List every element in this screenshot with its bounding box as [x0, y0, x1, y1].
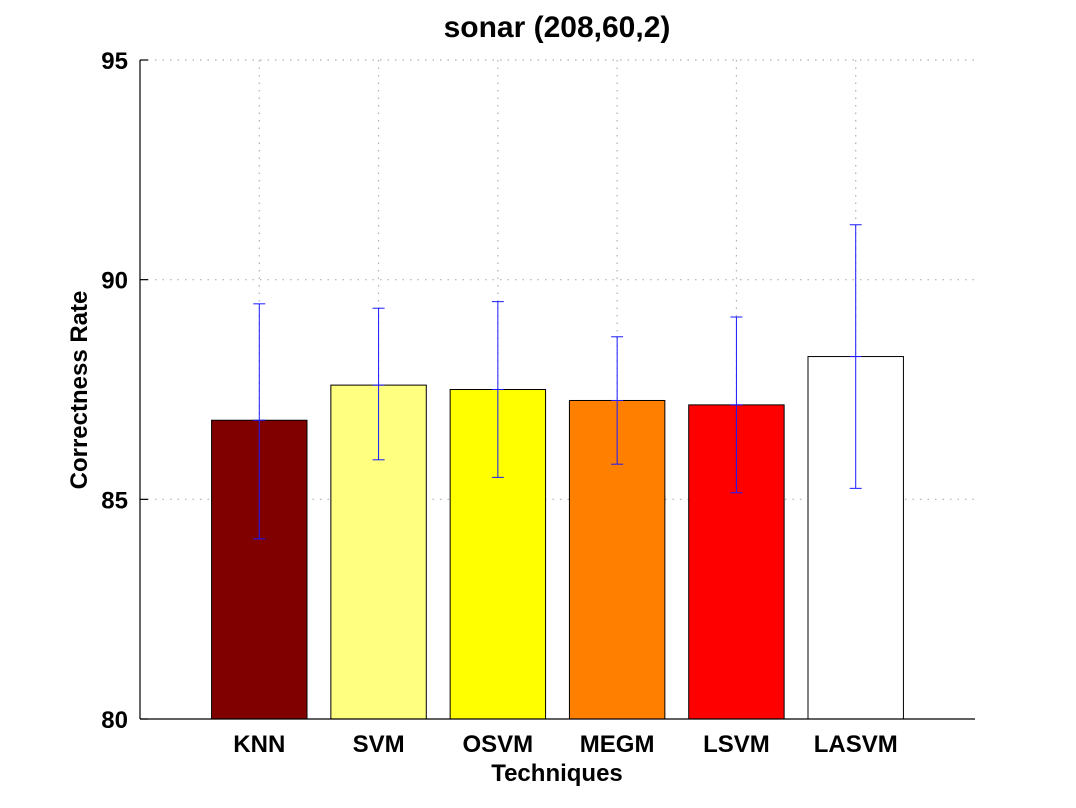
error-bar-svm	[372, 307, 385, 461]
x-axis-label: Techniques	[491, 760, 623, 787]
error-bar-megm	[611, 336, 624, 465]
y-tick-label: 95	[101, 48, 128, 75]
y-tick-labels: 80 85 90 95	[101, 48, 128, 734]
error-bar-osvm	[491, 301, 504, 478]
chart-title: sonar (208,60,2)	[444, 11, 671, 44]
x-tick-label-lsvm: LSVM	[703, 731, 770, 758]
bars	[211, 356, 904, 720]
x-tick-label-megm: MEGM	[580, 731, 655, 758]
y-axis-label: Correctness Rate	[66, 291, 93, 490]
error-bar-lasvm	[849, 224, 862, 489]
y-tick-label: 85	[101, 487, 128, 514]
error-bars	[253, 224, 862, 540]
y-tick-label: 90	[101, 268, 128, 295]
x-tick-label-osvm: OSVM	[463, 731, 534, 758]
error-bar-knn	[253, 303, 266, 540]
x-tick-label-svm: SVM	[353, 731, 405, 758]
x-tick-label-knn: KNN	[233, 731, 285, 758]
x-tick-label-lasvm: LASVM	[814, 731, 898, 758]
axes	[139, 59, 975, 720]
x-tick-labels: KNN SVM OSVM MEGM LSVM LASVM	[233, 731, 897, 758]
error-bar-lsvm	[730, 316, 743, 494]
y-tick-label: 80	[101, 707, 128, 734]
